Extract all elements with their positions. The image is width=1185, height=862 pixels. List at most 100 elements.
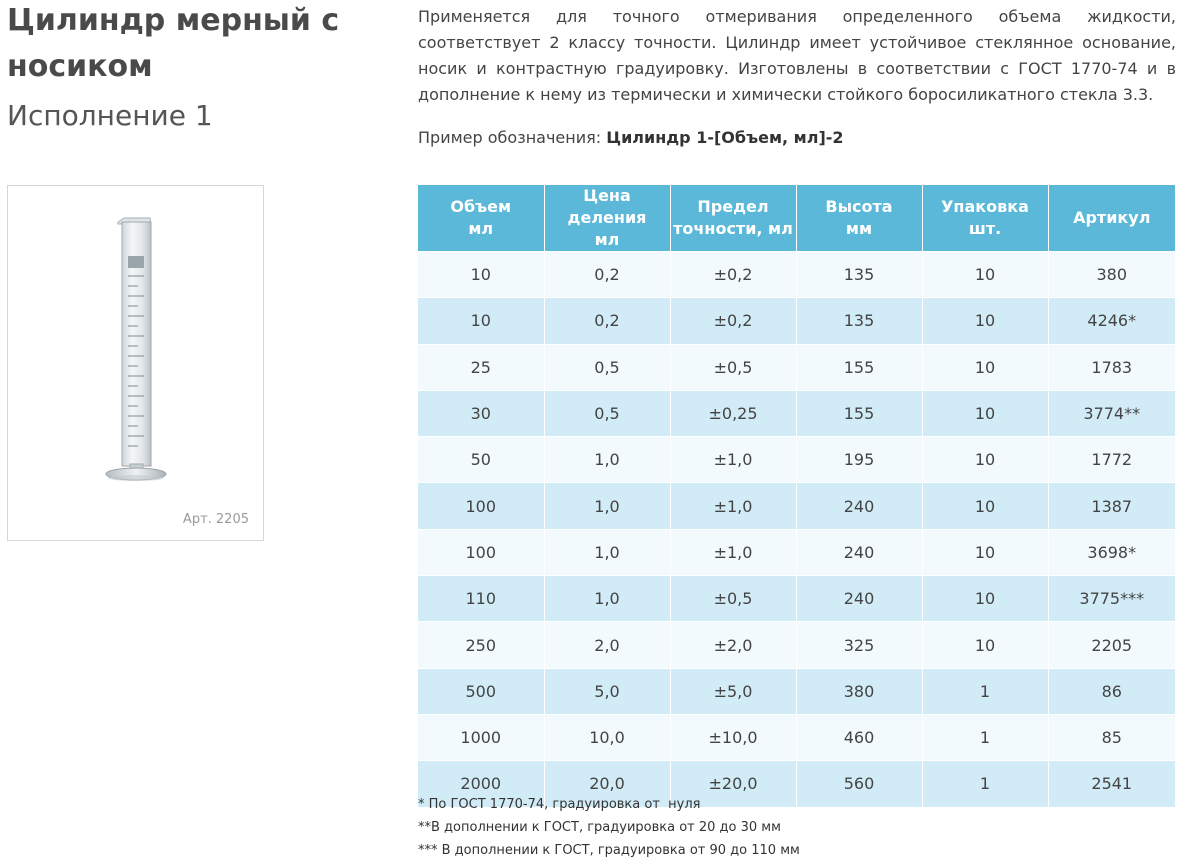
cell-volume: 50 bbox=[418, 436, 545, 483]
cell-volume: 250 bbox=[418, 621, 545, 669]
footnote: *** В дополнении к ГОСТ, градуировка от … bbox=[418, 843, 800, 858]
cell-tolerance: ±20,0 bbox=[670, 760, 797, 807]
designation-value: Цилиндр 1-[Объем, мл]-2 bbox=[606, 128, 844, 147]
specifications-table: Объем мл Цена деления мл Предел точности, м… bbox=[418, 185, 1175, 807]
cell-tolerance: ±0,2 bbox=[670, 297, 797, 345]
cell-tolerance: ±0,5 bbox=[670, 575, 797, 622]
table-row: 100 1,0 ±1,0 240 10 3698* bbox=[418, 528, 1175, 576]
table-row: 1000 10,0 ±10,0 460 1 85 bbox=[418, 713, 1175, 761]
cell-article: 1387 bbox=[1048, 482, 1175, 530]
cell-division: 1,0 bbox=[544, 575, 671, 622]
header-height: Высота мм bbox=[796, 185, 923, 252]
cell-height: 135 bbox=[796, 297, 923, 345]
cell-article: 85 bbox=[1048, 713, 1175, 761]
cell-package: 10 bbox=[922, 297, 1049, 345]
cell-article: 1783 bbox=[1048, 343, 1175, 391]
cell-division: 0,5 bbox=[544, 343, 671, 391]
footnotes: * По ГОСТ 1770-74, градуировка от нуля *… bbox=[418, 793, 800, 862]
cell-tolerance: ±0,5 bbox=[670, 343, 797, 391]
designation-example: Пример обозначения: Цилиндр 1-[Объем, мл… bbox=[418, 126, 844, 150]
cell-tolerance: ±5,0 bbox=[670, 667, 797, 715]
cell-tolerance: ±1,0 bbox=[670, 528, 797, 576]
table-row: 100 1,0 ±1,0 240 10 1387 bbox=[418, 482, 1175, 530]
cell-volume: 10 bbox=[418, 297, 545, 345]
table-row: 50 1,0 ±1,0 195 10 1772 bbox=[418, 436, 1175, 483]
cell-height: 155 bbox=[796, 389, 923, 437]
header-volume: Объем мл bbox=[418, 185, 545, 252]
table-body: 10 0,2 ±0,2 135 10 380 10 0,2 ±0,2 135 10 4246* 25 0,… bbox=[418, 250, 1175, 807]
cell-height: 460 bbox=[796, 713, 923, 761]
footnote: **В дополнении к ГОСТ, градуировка от 20… bbox=[418, 820, 781, 835]
cell-package: 10 bbox=[922, 482, 1049, 530]
cell-height: 155 bbox=[796, 343, 923, 391]
cell-height: 380 bbox=[796, 667, 923, 715]
cell-package: 10 bbox=[922, 436, 1049, 483]
cell-volume: 110 bbox=[418, 575, 545, 622]
cell-package: 10 bbox=[922, 575, 1049, 622]
cell-article: 1772 bbox=[1048, 436, 1175, 483]
header-package: Упаковка шт. bbox=[922, 185, 1049, 252]
page-title: Цилиндр мерный с носиком bbox=[7, 3, 340, 84]
cell-volume: 30 bbox=[418, 389, 545, 437]
table-row: 250 2,0 ±2,0 325 10 2205 bbox=[418, 621, 1175, 669]
cell-height: 135 bbox=[796, 250, 923, 298]
cell-volume: 25 bbox=[418, 343, 545, 391]
cell-article: 3775*** bbox=[1048, 575, 1175, 622]
cell-package: 10 bbox=[922, 343, 1049, 391]
table-row: 10 0,2 ±0,2 135 10 4246* bbox=[418, 297, 1175, 345]
cell-package: 10 bbox=[922, 389, 1049, 437]
product-image-box[interactable]: Арт. 2205 bbox=[7, 185, 264, 541]
cell-division: 1,0 bbox=[544, 436, 671, 483]
cell-tolerance: ±1,0 bbox=[670, 482, 797, 530]
header-tolerance: Предел точности, мл bbox=[670, 185, 797, 252]
cell-package: 10 bbox=[922, 528, 1049, 576]
table-row: 2000 20,0 ±20,0 560 1 2541 bbox=[418, 760, 1175, 807]
cell-package: 10 bbox=[922, 621, 1049, 669]
cell-article: 3698* bbox=[1048, 528, 1175, 576]
cell-tolerance: ±0,2 bbox=[670, 250, 797, 298]
cell-height: 240 bbox=[796, 575, 923, 622]
cell-package: 1 bbox=[922, 667, 1049, 715]
cell-article: 2541 bbox=[1048, 760, 1175, 807]
designation-label: Пример обозначения: bbox=[418, 128, 607, 147]
cell-tolerance: ±1,0 bbox=[670, 436, 797, 483]
cell-division: 5,0 bbox=[544, 667, 671, 715]
cell-volume: 500 bbox=[418, 667, 545, 715]
table-row: 500 5,0 ±5,0 380 1 86 bbox=[418, 667, 1175, 715]
cell-division: 20,0 bbox=[544, 760, 671, 807]
cell-tolerance: ±0,25 bbox=[670, 389, 797, 437]
cell-height: 560 bbox=[796, 760, 923, 807]
cell-division: 2,0 bbox=[544, 621, 671, 669]
cell-volume: 2000 bbox=[418, 760, 545, 807]
page-subtitle: Исполнение 1 bbox=[7, 99, 213, 132]
cell-article: 2205 bbox=[1048, 621, 1175, 669]
table-row: 25 0,5 ±0,5 155 10 1783 bbox=[418, 343, 1175, 391]
cell-height: 240 bbox=[796, 528, 923, 576]
header-division: Цена деления мл bbox=[544, 185, 671, 252]
table-row: 10 0,2 ±0,2 135 10 380 bbox=[418, 250, 1175, 298]
cell-height: 325 bbox=[796, 621, 923, 669]
cell-package: 10 bbox=[922, 250, 1049, 298]
cell-division: 10,0 bbox=[544, 713, 671, 761]
table-row: 30 0,5 ±0,25 155 10 3774** bbox=[418, 389, 1175, 437]
table-header-row: Объем мл Цена деления мл Предел точности, м… bbox=[418, 185, 1175, 252]
cell-article: 380 bbox=[1048, 250, 1175, 298]
graduated-cylinder-image bbox=[105, 217, 167, 481]
cell-volume: 10 bbox=[418, 250, 545, 298]
table-row: 110 1,0 ±0,5 240 10 3775*** bbox=[418, 575, 1175, 622]
cell-height: 240 bbox=[796, 482, 923, 530]
cell-volume: 100 bbox=[418, 528, 545, 576]
cell-article: 86 bbox=[1048, 667, 1175, 715]
cell-package: 1 bbox=[922, 760, 1049, 807]
cell-height: 195 bbox=[796, 436, 923, 483]
cell-article: 3774** bbox=[1048, 389, 1175, 437]
footnote: * По ГОСТ 1770-74, градуировка от нуля bbox=[418, 797, 701, 812]
cell-division: 0,2 bbox=[544, 297, 671, 345]
cell-tolerance: ±10,0 bbox=[670, 713, 797, 761]
image-caption: Арт. 2205 bbox=[182, 512, 249, 527]
product-description: Применяется для точного отмеривания опре… bbox=[418, 7, 1176, 104]
cell-volume: 1000 bbox=[418, 713, 545, 761]
cell-division: 1,0 bbox=[544, 528, 671, 576]
cell-package: 1 bbox=[922, 713, 1049, 761]
cell-division: 0,5 bbox=[544, 389, 671, 437]
